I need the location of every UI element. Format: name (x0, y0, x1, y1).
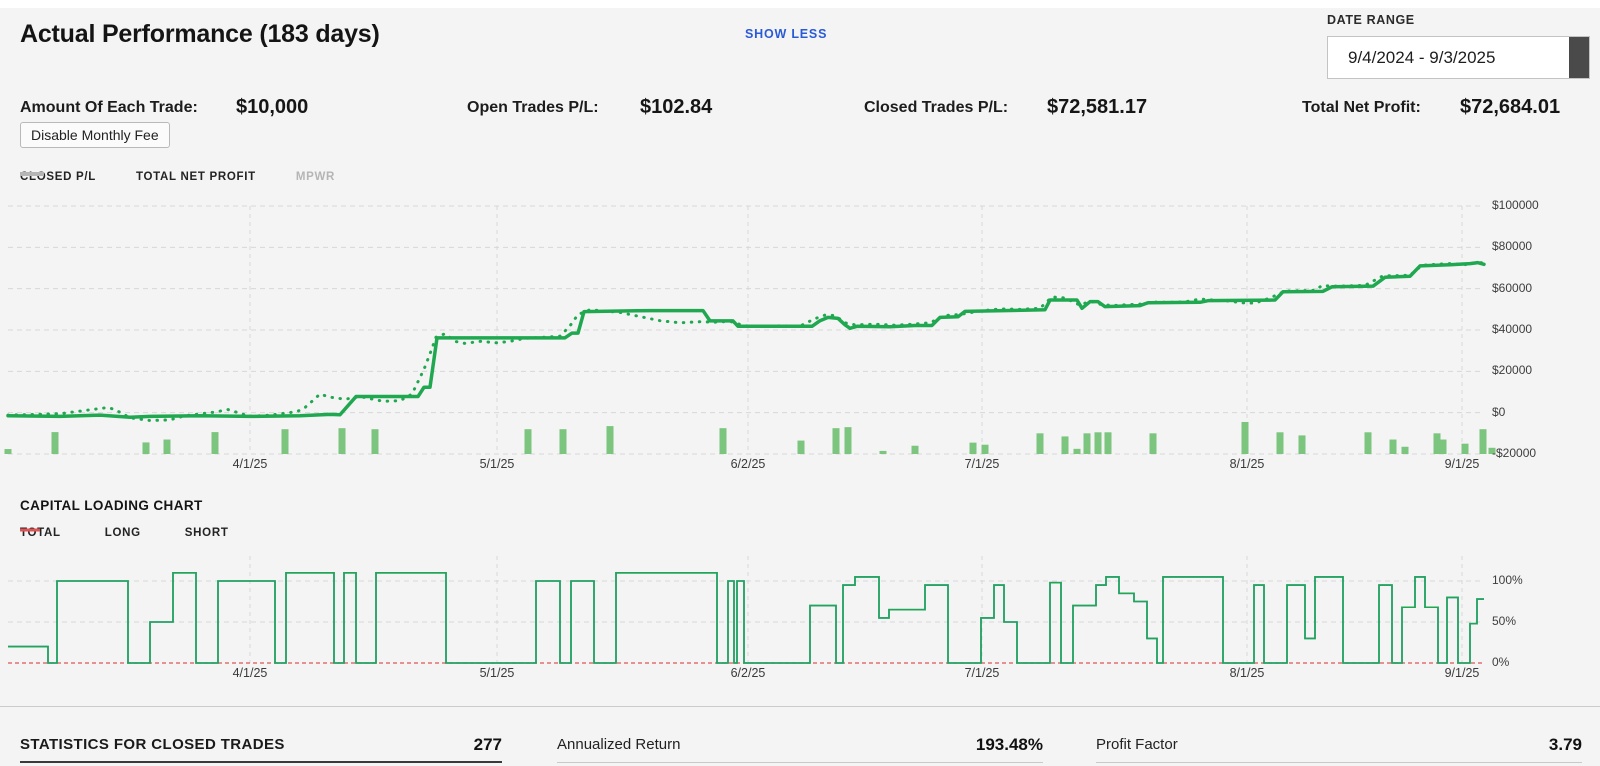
mpwr-swatch-icon (20, 172, 44, 176)
annualized-return-value: 193.48% (975, 735, 1043, 754)
panel-background (0, 8, 1600, 766)
date-range-control (1327, 36, 1590, 79)
capital-y-tick: 50% (1492, 614, 1517, 628)
capital-y-tick: 0% (1492, 655, 1510, 669)
date-range-label: DATE RANGE (1327, 13, 1415, 27)
perf-x-tick: 5/1/25 (479, 457, 515, 471)
perf-y-tick: $40000 (1492, 322, 1533, 336)
legend-total-net-profit[interactable]: TOTAL NET PROFIT (136, 171, 256, 183)
long-line (8, 572, 1484, 664)
legend-short[interactable]: SHORT (184, 527, 229, 539)
capital-legend: TOTAL LONG SHORT (20, 527, 229, 539)
capital-x-tick: 8/1/25 (1229, 666, 1265, 680)
annualized-return-label: Annualized Return (557, 736, 681, 753)
perf-y-tick: -$20000 (1492, 446, 1537, 460)
footer-divider (0, 706, 1600, 707)
total-net-profit-value: $72,684.01 (1460, 96, 1561, 118)
trade-bars (4, 421, 1496, 454)
capital-x-tick: 5/1/25 (479, 666, 515, 680)
capital-x-tick: 7/1/25 (964, 666, 1000, 680)
total-line (8, 572, 1484, 664)
amount-per-trade-value: $10,000 (236, 96, 309, 118)
closed-trades-stats-title: STATISTICS FOR CLOSED TRADES (20, 736, 285, 753)
perf-x-tick: 8/1/25 (1229, 457, 1265, 471)
annualized-underline (557, 762, 1043, 763)
total-net-profit-label: Total Net Profit: (1302, 99, 1421, 116)
perf-x-tick: 7/1/25 (964, 457, 1000, 471)
short-swatch-icon (20, 528, 40, 532)
total-net-profit-line (6, 260, 1486, 423)
perf-x-tick: 4/1/25 (232, 457, 268, 471)
capital-loading-title: CAPITAL LOADING CHART (20, 498, 203, 513)
capital-loading-chart (8, 556, 1484, 664)
date-range-input[interactable] (1328, 37, 1569, 78)
disable-monthly-fee-button[interactable]: Disable Monthly Fee (20, 122, 170, 148)
open-trades-pl-value: $102.84 (640, 96, 713, 118)
open-trades-pl-label: Open Trades P/L: (467, 99, 599, 116)
perf-x-tick: 6/2/25 (730, 457, 766, 471)
perf-y-tick: $20000 (1492, 363, 1533, 378)
closed-pl-line (6, 260, 1486, 419)
perf-y-tick: $60000 (1492, 280, 1533, 295)
calendar-button[interactable] (1330, 37, 1589, 78)
perf-y-tick: $80000 (1492, 239, 1533, 254)
show-less-link[interactable]: SHOW LESS (745, 27, 828, 41)
profit-factor-label: Profit Factor (1096, 736, 1178, 753)
profit-factor-underline (1096, 762, 1582, 763)
capital-x-tick: 6/2/25 (730, 666, 766, 680)
capital-y-tick: 100% (1492, 573, 1523, 587)
trades-count: 277 (473, 735, 502, 754)
legend-long[interactable]: LONG (104, 527, 141, 539)
main-chart-legend: CLOSED P/L TOTAL NET PROFIT MPWR (20, 171, 335, 183)
capital-x-tick: 4/1/25 (232, 666, 268, 680)
amount-per-trade-label: Amount Of Each Trade: (20, 99, 198, 116)
perf-y-tick: $100000 (1492, 198, 1539, 212)
legend-mpwr[interactable]: MPWR (295, 171, 336, 183)
perf-x-tick: 9/1/25 (1444, 457, 1480, 471)
profit-factor-value: 3.79 (1548, 735, 1582, 754)
closed-trades-pl-label: Closed Trades P/L: (864, 99, 1009, 116)
stats-underline (20, 761, 502, 763)
performance-chart (4, 205, 1496, 455)
perf-y-tick: $0 (1492, 404, 1506, 419)
page-title: Actual Performance (183 days) (20, 20, 380, 48)
capital-x-tick: 9/1/25 (1444, 666, 1480, 680)
closed-trades-pl-value: $72,581.17 (1047, 96, 1148, 118)
